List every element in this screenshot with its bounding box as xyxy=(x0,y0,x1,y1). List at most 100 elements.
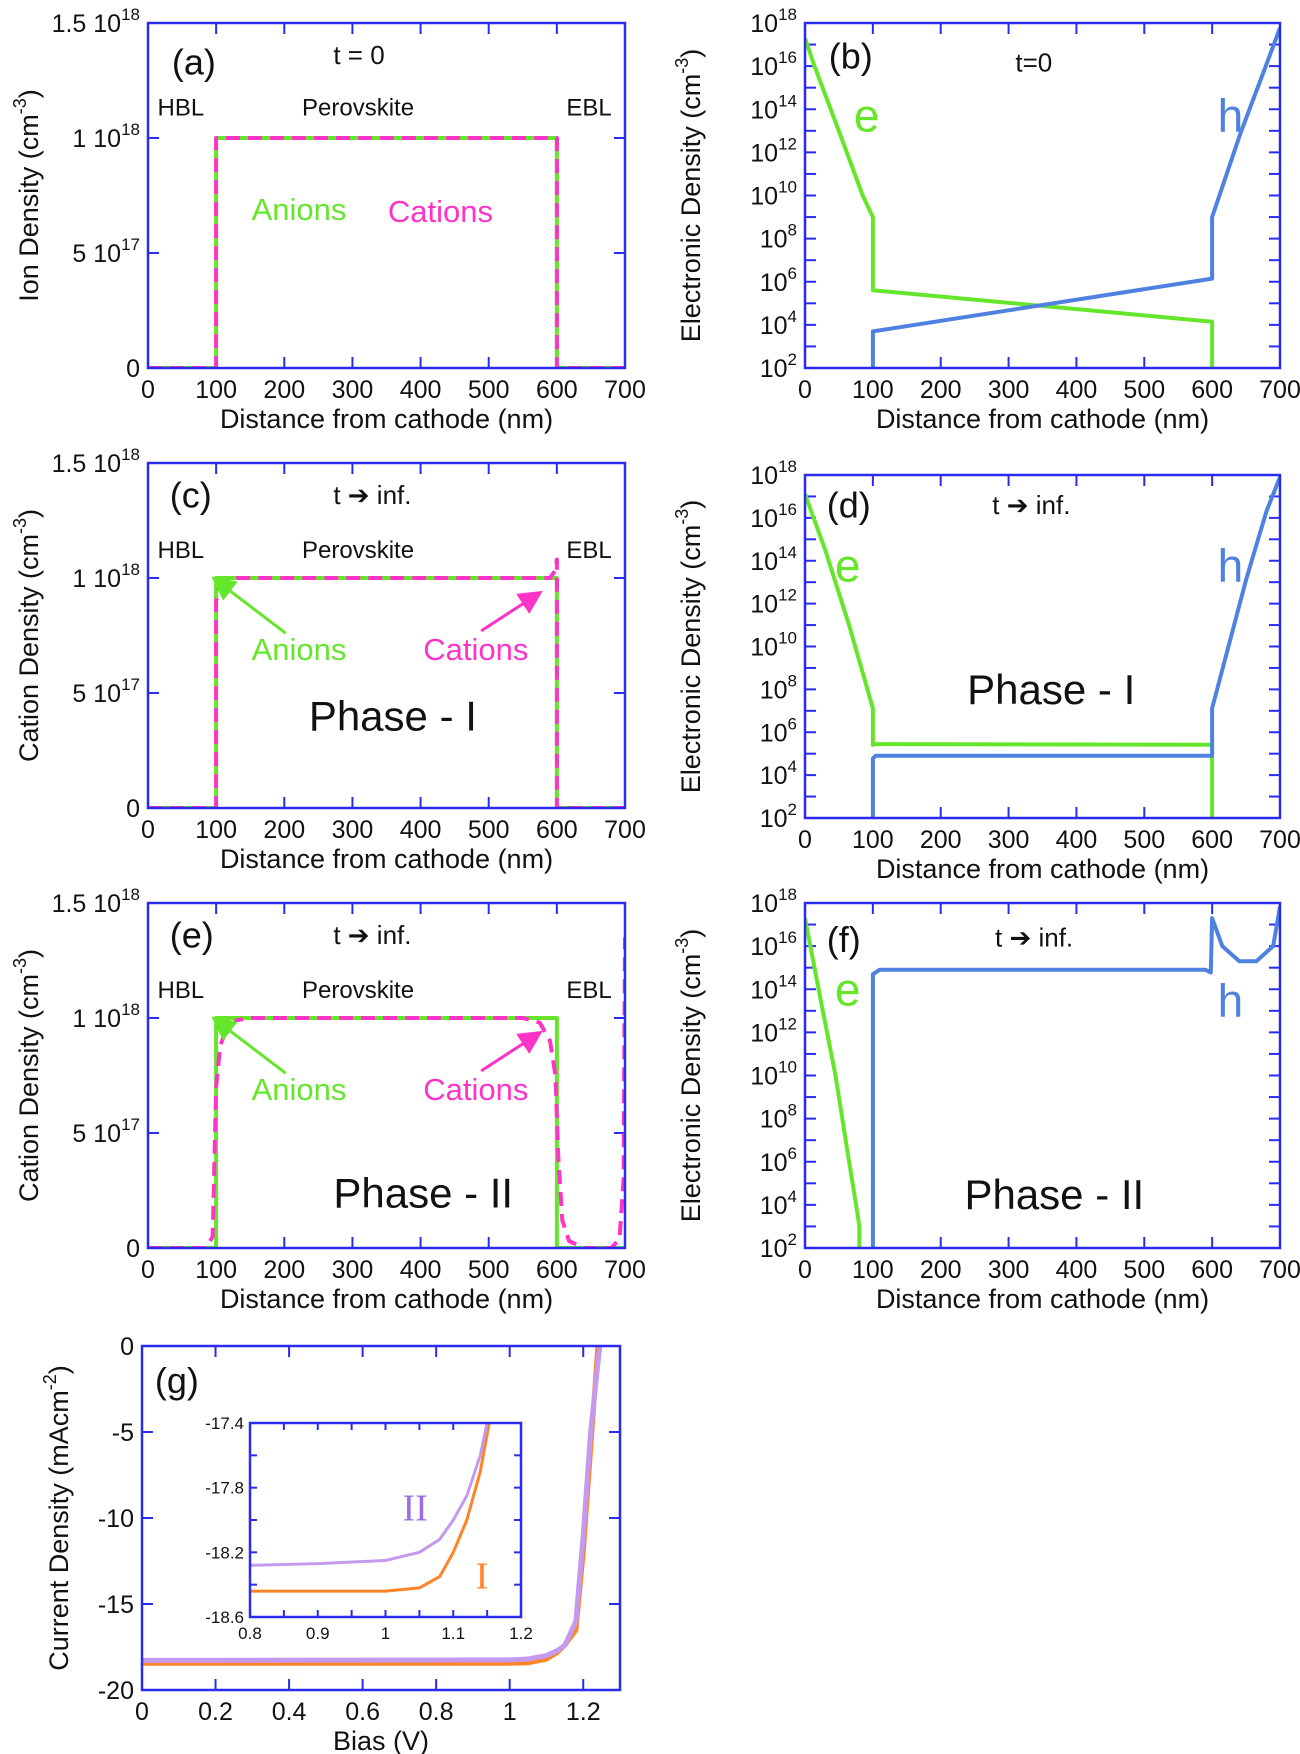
y-tick-label: -10 xyxy=(98,1505,134,1533)
y-tick-label-base: 10 xyxy=(750,634,778,662)
annotation-roman-label: I xyxy=(476,1556,489,1598)
x-tick-label: 600 xyxy=(536,816,578,844)
y-tick-label: 1 1018 xyxy=(72,560,140,593)
y-tick-label-exponent: 14 xyxy=(778,543,797,562)
y-tick-label-base: 10 xyxy=(750,1063,778,1091)
y-tick-label-base: 10 xyxy=(760,676,788,704)
annotation-time-label: t = 0 xyxy=(333,40,384,70)
x-tick-label: 600 xyxy=(536,376,578,404)
y-tick-label: -18.2 xyxy=(205,1543,244,1562)
y-tick-label-exponent: 18 xyxy=(121,445,140,464)
y-tick-label-exponent: 4 xyxy=(788,1187,797,1206)
ticks xyxy=(147,22,626,369)
annotation-phase-label: Phase - II xyxy=(964,1171,1144,1218)
annotation-region-label: HBL xyxy=(158,537,205,564)
y-tick-label-exponent: 6 xyxy=(788,264,797,283)
y-tick-label-base: -18.6 xyxy=(205,1608,244,1627)
y-axis-label-unit-exponent: -3 xyxy=(10,98,30,114)
y-tick-label-base: 10 xyxy=(750,505,778,533)
y-tick-label-exponent: 18 xyxy=(121,5,140,24)
y-tick-label: 1016 xyxy=(750,500,797,533)
series-line-ii xyxy=(250,1422,489,1567)
x-tick-label: 300 xyxy=(332,816,374,844)
y-tick-label-exponent: 6 xyxy=(788,1144,797,1163)
y-tick-label-base: 10 xyxy=(750,183,778,211)
annotation-time-label: t ➔ inf. xyxy=(995,923,1073,953)
annotation-carrier-label: e xyxy=(835,963,861,1015)
annotation-carrier-label: e xyxy=(835,540,861,592)
y-tick-label-exponent: 10 xyxy=(778,1058,797,1077)
y-tick-label: 106 xyxy=(760,714,797,747)
annotation-panel-label: (e) xyxy=(170,915,214,956)
y-tick-label: 108 xyxy=(760,1101,797,1134)
y-tick-label-base: 10 xyxy=(760,805,788,833)
y-tick-label-base: -17.8 xyxy=(205,1479,244,1498)
series-line-h xyxy=(870,27,1280,368)
annotation-arrow xyxy=(480,1030,543,1073)
y-tick-label-base: 10 xyxy=(750,53,778,81)
y-tick-label-exponent: 17 xyxy=(121,675,140,694)
x-tick-label: 0.8 xyxy=(238,1624,262,1643)
y-tick-label-exponent: 10 xyxy=(778,178,797,197)
x-tick-label: 600 xyxy=(1191,376,1233,404)
x-tick-label: 0.2 xyxy=(198,1698,233,1726)
y-tick-label: 1 1018 xyxy=(72,120,140,153)
y-tick-label-exponent: 18 xyxy=(121,120,140,139)
x-axis-label: Distance from cathode (nm) xyxy=(876,1284,1209,1314)
x-tick-label: 600 xyxy=(1191,826,1233,854)
y-tick-label-exponent: 14 xyxy=(778,91,797,110)
x-tick-label: 400 xyxy=(400,376,442,404)
y-tick-label: 0 xyxy=(120,1333,134,1361)
x-tick-label: 600 xyxy=(1191,1256,1233,1284)
y-tick-label: 102 xyxy=(760,800,797,833)
annotation-time-label: t ➔ inf. xyxy=(992,490,1070,520)
y-tick-label: 1018 xyxy=(750,457,797,490)
y-tick-label: -5 xyxy=(112,1419,134,1447)
y-axis-label: Electronic Density (cm-3) xyxy=(672,49,706,343)
y-tick-label-exponent: 16 xyxy=(778,48,797,67)
y-tick-label: 106 xyxy=(760,1144,797,1177)
x-tick-label: 700 xyxy=(604,1256,646,1284)
y-tick-label: 1010 xyxy=(750,178,797,211)
y-tick-label: 1010 xyxy=(750,629,797,662)
annotation-arrow xyxy=(480,590,543,633)
y-tick-label-base: 10 xyxy=(760,355,788,383)
y-tick-label-base: -18.2 xyxy=(205,1543,244,1562)
y-tick-label: 104 xyxy=(760,1187,797,1220)
annotation-region-label: Perovskite xyxy=(302,977,414,1004)
y-tick-label-exponent: 18 xyxy=(121,885,140,904)
x-tick-label: 0 xyxy=(141,816,155,844)
plot-frame xyxy=(140,1344,622,1692)
y-tick-label: 5 1017 xyxy=(72,235,140,268)
y-tick-label: 1.5 1018 xyxy=(52,445,140,478)
annotation-region-label: Perovskite xyxy=(302,537,414,564)
y-tick-label-base: 10 xyxy=(750,462,778,490)
y-tick-label-exponent: 2 xyxy=(788,350,797,369)
y-axis-label-text: Electronic Density (cm xyxy=(676,74,706,343)
y-tick-label: -20 xyxy=(98,1677,134,1705)
x-tick-label: 0.9 xyxy=(306,1624,330,1643)
annotation-region-label: EBL xyxy=(566,95,611,122)
y-tick-label-base: 10 xyxy=(750,976,778,1004)
y-tick-label-base: 0 xyxy=(126,355,140,383)
y-tick-label: 106 xyxy=(760,264,797,297)
y-tick-label-base: -17.4 xyxy=(205,1414,244,1433)
x-tick-label: 100 xyxy=(195,1256,237,1284)
y-tick-label-exponent: 16 xyxy=(778,500,797,519)
x-tick-label: 100 xyxy=(852,376,894,404)
y-axis-label-close: ) xyxy=(14,89,44,98)
y-tick-label: 0 xyxy=(126,355,140,383)
y-axis-label-unit-exponent: -3 xyxy=(10,958,30,974)
y-tick-label-base: 10 xyxy=(750,548,778,576)
x-tick-label: 1.2 xyxy=(509,1624,533,1643)
y-tick-label-base: 10 xyxy=(760,719,788,747)
y-tick-label-base: 1.5 10 xyxy=(52,450,122,478)
plot-frame xyxy=(803,473,1282,820)
annotation-carrier-label: h xyxy=(1218,975,1244,1027)
x-tick-label: 100 xyxy=(852,1256,894,1284)
y-tick-label-base: 0 xyxy=(120,1333,134,1361)
plot-frame xyxy=(803,901,1282,1250)
